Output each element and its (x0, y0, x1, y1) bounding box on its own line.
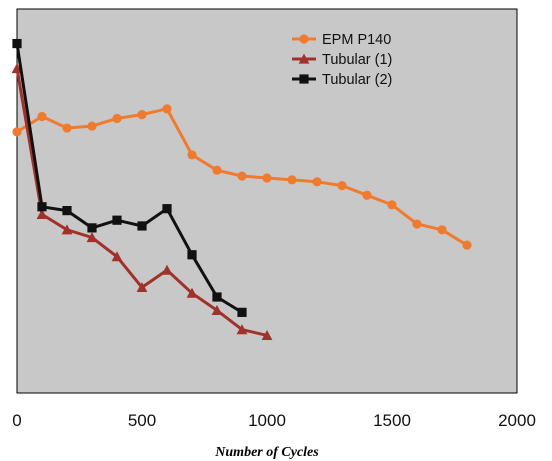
plot-area (16, 8, 518, 394)
data-point (187, 250, 197, 260)
data-point (61, 224, 73, 235)
data-point (86, 232, 98, 243)
data-point (87, 223, 97, 233)
data-point (37, 202, 47, 212)
x-tick-label: 1000 (248, 411, 286, 430)
data-point (112, 113, 122, 124)
data-point (337, 181, 347, 191)
data-point (136, 282, 148, 292)
legend-marker (298, 53, 310, 64)
data-point (161, 264, 173, 275)
x-tick-label: 500 (128, 411, 156, 430)
data-point (62, 123, 72, 133)
x-tick-label: 2000 (498, 411, 536, 430)
data-point (312, 177, 322, 187)
data-point (212, 292, 222, 302)
legend-item: Tubular (2) (292, 72, 392, 88)
series-line (15, 42, 244, 314)
data-point (37, 111, 47, 122)
series-0 (12, 104, 472, 250)
data-point (36, 209, 48, 220)
data-point (12, 38, 22, 49)
data-point (186, 287, 198, 298)
data-point (111, 251, 123, 262)
data-point (137, 110, 147, 120)
legend-label: Tubular (2) (322, 72, 392, 88)
data-point (462, 240, 472, 250)
data-point (212, 165, 222, 175)
data-point (211, 305, 223, 316)
data-point (236, 324, 248, 335)
data-point (237, 171, 247, 181)
data-point (287, 175, 297, 185)
legend-marker (299, 74, 309, 84)
legend-marker (299, 34, 309, 44)
x-axis-ticks: 0 500 1000 1500 2000 (12, 411, 536, 430)
data-point (112, 215, 122, 225)
legend-label: EPM P140 (322, 32, 391, 48)
data-point (62, 206, 72, 216)
legend-label: Tubular (1) (322, 52, 392, 68)
data-point (87, 121, 97, 131)
data-point (162, 204, 172, 214)
data-point (237, 307, 247, 317)
x-tick-label: 0 (12, 411, 21, 430)
legend-item: Tubular (1) (292, 52, 392, 68)
series-2 (12, 38, 247, 317)
legend: EPM P140 Tubular (1) Tubular (2) (292, 32, 392, 88)
data-point (262, 173, 272, 183)
data-point (187, 150, 197, 160)
data-point (261, 330, 273, 340)
data-point (387, 200, 397, 210)
data-point (137, 221, 147, 231)
data-point (437, 225, 447, 235)
data-point (362, 190, 372, 200)
data-point (162, 104, 172, 114)
legend-item: EPM P140 (292, 32, 391, 48)
x-tick-label: 1500 (373, 411, 411, 430)
x-axis-label: Number of Cycles (214, 445, 319, 460)
series-layer (11, 38, 472, 340)
data-point (12, 127, 22, 137)
data-point (412, 219, 422, 229)
